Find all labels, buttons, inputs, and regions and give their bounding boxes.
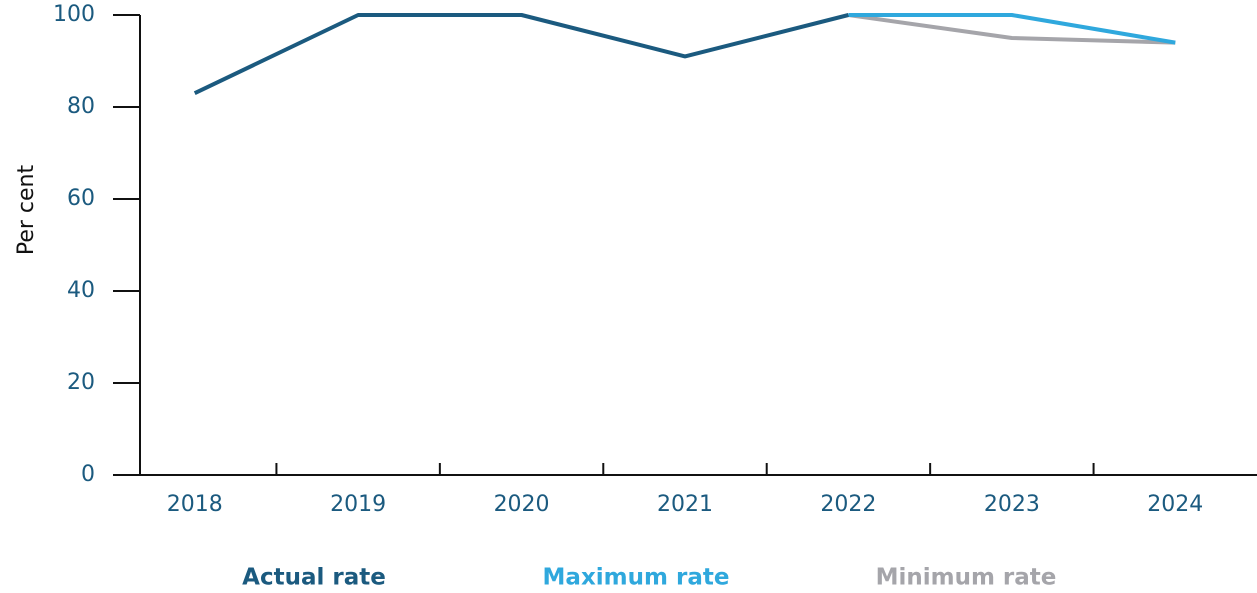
x-tick-label: 2022	[820, 492, 876, 517]
line-series	[848, 13, 1176, 45]
y-tick-label: 100	[53, 2, 95, 27]
x-tick-label: 2020	[494, 492, 550, 517]
x-tick-label: 2021	[657, 492, 713, 517]
x-tick-label: 2019	[330, 492, 386, 517]
x-tick-label: 2023	[984, 492, 1040, 517]
x-tick-label: 2018	[167, 492, 223, 517]
y-tick-label: 40	[67, 278, 95, 303]
y-tick-label: 20	[67, 370, 95, 395]
y-tick-label: 0	[81, 462, 95, 487]
line-series	[848, 13, 1176, 45]
legend-label: Maximum rate	[543, 565, 730, 591]
y-axis-label: Per cent	[14, 165, 39, 256]
y-tick-label: 80	[67, 94, 95, 119]
legend-label: Actual rate	[242, 565, 386, 591]
legend-label: Minimum rate	[876, 565, 1057, 591]
y-tick-label: 60	[67, 186, 95, 211]
x-tick-label: 2024	[1147, 492, 1203, 517]
line-series	[193, 13, 849, 96]
